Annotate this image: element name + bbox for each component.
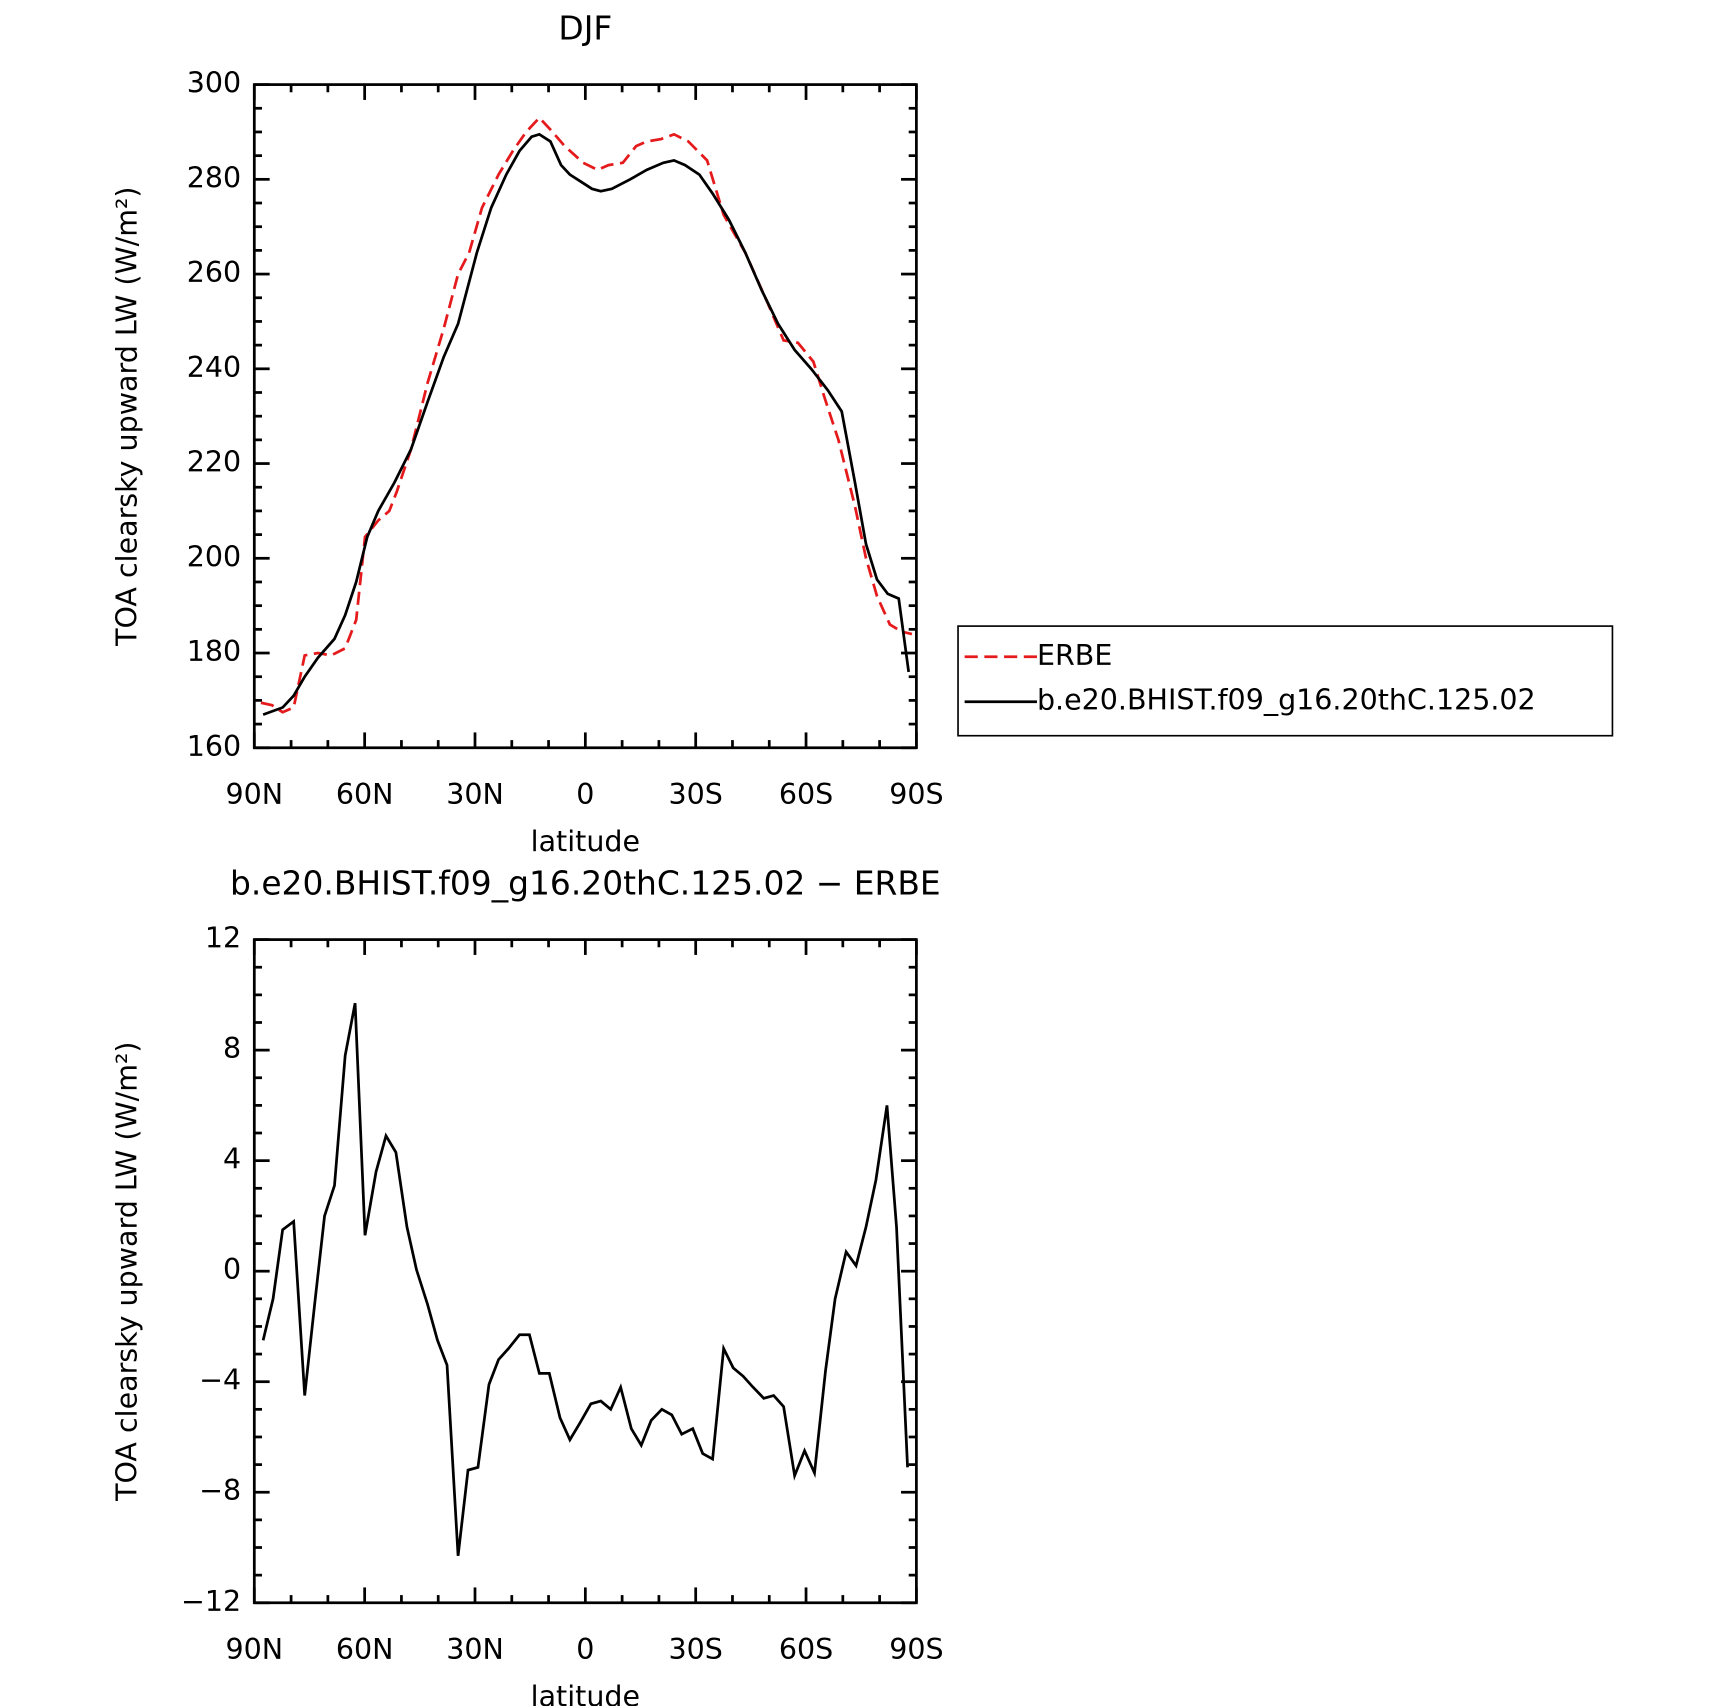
y-axis-label: TOA clearsky upward LW (W/m²) xyxy=(110,1041,143,1501)
y-tick-label: 12 xyxy=(205,922,241,955)
x-tick-label: 0 xyxy=(576,778,594,811)
x-tick-label: 30S xyxy=(669,1633,723,1666)
chart-title: b.e20.BHIST.f09_g16.20thC.125.02 − ERBE xyxy=(230,863,941,902)
data-line xyxy=(261,1002,909,1556)
legend-box xyxy=(957,625,1614,737)
plot-frame xyxy=(252,938,918,1605)
x-tick-label: 90N xyxy=(226,778,284,811)
x-tick-label: 60N xyxy=(336,1633,394,1666)
y-tick-label: 280 xyxy=(187,161,241,194)
legend-label: b.e20.BHIST.f09_g16.20thC.125.02 xyxy=(1037,684,1536,717)
y-tick-label: 200 xyxy=(187,540,241,573)
y-tick-label: 0 xyxy=(223,1253,241,1286)
y-tick-label: 180 xyxy=(187,635,241,668)
x-tick-label: 90N xyxy=(226,1633,284,1666)
y-tick-label: 260 xyxy=(187,256,241,289)
chart-title: DJF xyxy=(558,8,612,47)
x-tick-label: 90S xyxy=(889,1633,943,1666)
legend-label: ERBE xyxy=(1037,639,1112,672)
y-tick-label: −8 xyxy=(199,1474,241,1507)
x-axis-label: latitude xyxy=(531,825,640,858)
y-tick-label: 4 xyxy=(223,1143,241,1176)
x-tick-label: 60S xyxy=(779,778,833,811)
y-tick-label: 220 xyxy=(187,446,241,479)
data-line xyxy=(262,132,911,716)
x-tick-label: 0 xyxy=(576,1633,594,1666)
y-tick-label: 8 xyxy=(223,1032,241,1065)
y-axis-label: TOA clearsky upward LW (W/m²) xyxy=(110,186,143,646)
x-axis-label: latitude xyxy=(531,1680,640,1706)
x-tick-label: 30S xyxy=(669,778,723,811)
x-tick-label: 60N xyxy=(336,778,394,811)
y-tick-label: 160 xyxy=(187,730,241,763)
y-tick-label: −12 xyxy=(181,1585,241,1618)
data-line xyxy=(260,115,913,714)
x-tick-label: 30N xyxy=(446,778,504,811)
x-tick-label: 30N xyxy=(446,1633,504,1666)
y-tick-label: 300 xyxy=(187,67,241,100)
x-tick-label: 90S xyxy=(889,778,943,811)
y-tick-label: 240 xyxy=(187,351,241,384)
x-tick-label: 60S xyxy=(779,1633,833,1666)
y-tick-label: −4 xyxy=(199,1364,241,1397)
